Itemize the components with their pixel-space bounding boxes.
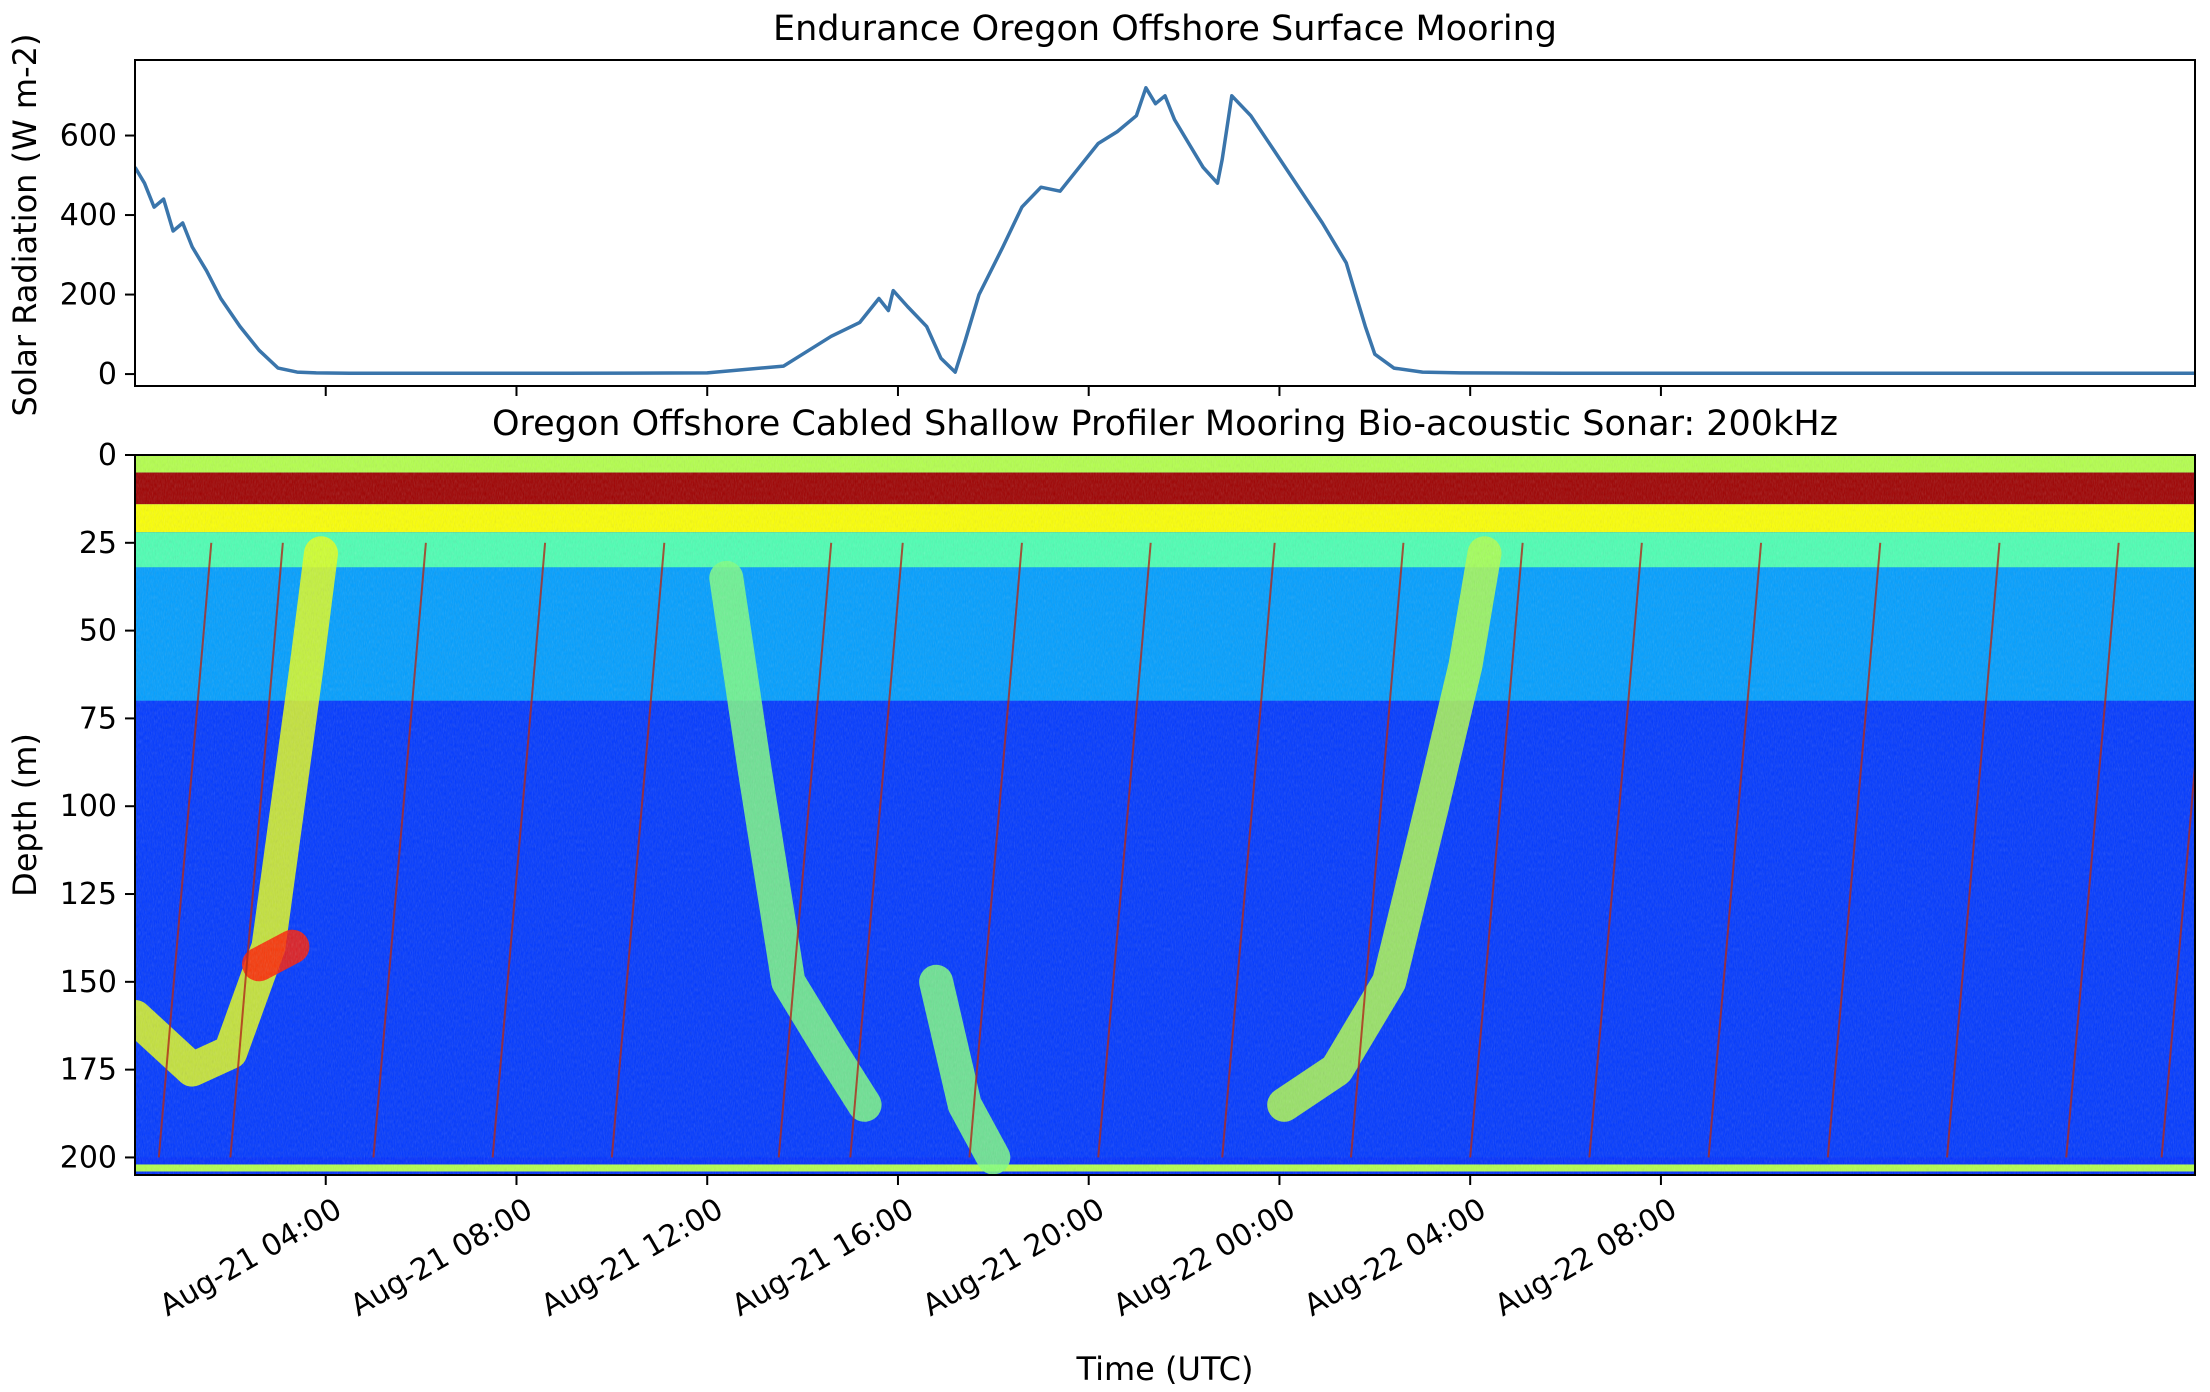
bottom-y-tick-label: 200: [60, 1140, 117, 1175]
profiler-cast-line: [610, 542, 666, 1158]
bottom-x-tick-label: Aug-22 00:00: [1108, 1192, 1302, 1324]
bottom-x-tick-label: Aug-21 04:00: [154, 1192, 348, 1324]
profiler-cast-line: [2065, 542, 2120, 1158]
bottom-x-tick-label: Aug-21 16:00: [726, 1192, 920, 1324]
profiler-cast-line: [1588, 542, 1643, 1158]
top-y-axis: 0 200 400 600: [60, 119, 135, 392]
bottom-y-tick-label: 25: [79, 526, 117, 561]
bottom-y-tick-label: 100: [60, 789, 117, 824]
bottom-y-tick-label: 175: [60, 1053, 117, 1088]
bottom-y-tick-label: 125: [60, 877, 117, 912]
profiler-cast-line: [229, 542, 284, 1158]
profiler-cast-line: [491, 542, 547, 1158]
top-plot-frame: [134, 59, 2196, 387]
profiler-cast-line: [2160, 754, 2195, 1158]
profiler-cast-line: [1221, 542, 1276, 1158]
top-y-tick-label: 600: [60, 119, 117, 154]
top-y-axis-label: Solar Radiation (W m-2): [6, 34, 44, 417]
solar-radiation-line: [135, 86, 2195, 376]
bottom-y-tick-label: 0: [98, 438, 117, 473]
bottom-x-tick-label: Aug-21 20:00: [917, 1192, 1111, 1324]
bottom-y-axis: 0 25 50 75 100 125 150 175 200: [60, 438, 135, 1175]
bottom-x-tick-label: Aug-22 08:00: [1489, 1192, 1683, 1324]
bottom-y-tick-label: 150: [60, 965, 117, 1000]
top-y-tick-label: 0: [98, 357, 117, 392]
profiler-cast-line: [1097, 542, 1152, 1158]
profiler-cast-line: [777, 542, 833, 1158]
profiler-cast-line: [372, 542, 427, 1158]
bottom-y-tick-label: 50: [79, 614, 117, 649]
bottom-chart-title: Oregon Offshore Cabled Shallow Profiler …: [492, 404, 1838, 444]
bottom-plot-frame: [134, 454, 2196, 1176]
bottom-x-tick-label: Aug-21 08:00: [345, 1192, 539, 1324]
bottom-y-axis-label: Depth (m): [6, 733, 44, 897]
bottom-y-tick-label: 75: [79, 701, 117, 736]
top-y-tick-label: 200: [60, 278, 117, 313]
profiler-cast-line: [849, 542, 904, 1158]
profiler-cast-line: [1826, 542, 1882, 1158]
echogram-texture: [135, 455, 2195, 1175]
x-axis-label: Time (UTC): [1076, 1350, 1254, 1388]
bottom-x-tick-label: Aug-21 12:00: [535, 1192, 729, 1324]
bottom-x-tick-label: Aug-22 04:00: [1298, 1192, 1492, 1324]
profiler-cast-line: [1946, 542, 2001, 1158]
sonar-echogram-chart: Oregon Offshore Cabled Shallow Profiler …: [6, 404, 2196, 1388]
profiler-cast-line: [157, 542, 213, 1158]
profiler-casts: [157, 542, 2195, 1158]
top-x-axis: [324, 386, 1662, 396]
solar-radiation-chart: Endurance Oregon Offshore Surface Moorin…: [6, 9, 2196, 417]
profiler-cast-line: [1349, 542, 1405, 1158]
profiler-cast-line: [968, 542, 1023, 1158]
top-y-tick-label: 400: [60, 198, 117, 233]
profiler-cast-line: [1469, 542, 1524, 1158]
top-chart-title: Endurance Oregon Offshore Surface Moorin…: [773, 9, 1557, 49]
profiler-cast-line: [1707, 542, 1763, 1158]
